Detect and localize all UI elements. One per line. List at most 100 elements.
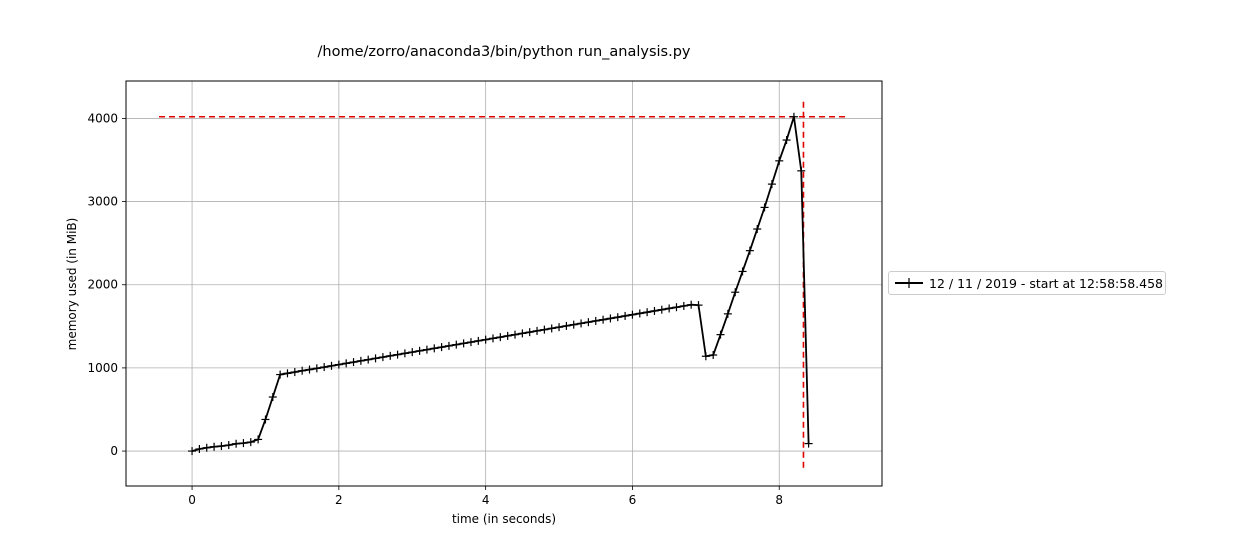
data-point-marker <box>745 246 754 255</box>
data-point-marker <box>562 321 571 330</box>
data-point-marker <box>701 352 710 361</box>
y-tick-label: 3000 <box>87 195 118 209</box>
data-point-marker <box>276 370 285 379</box>
data-point-marker <box>444 341 453 350</box>
data-point-marker <box>268 393 277 402</box>
data-point-marker <box>452 340 461 349</box>
legend-swatch <box>895 278 923 288</box>
x-tick-label: 2 <box>335 493 343 507</box>
data-point-marker <box>775 156 784 165</box>
data-point-marker <box>481 335 490 344</box>
data-point-marker <box>459 339 468 348</box>
data-point-marker <box>378 353 387 362</box>
data-point-marker <box>547 324 556 333</box>
data-point-marker <box>188 447 197 456</box>
data-point-marker <box>533 326 542 335</box>
data-point-marker <box>217 442 226 451</box>
data-point-marker <box>782 136 791 145</box>
x-tick-label: 0 <box>188 493 196 507</box>
data-point-marker <box>687 300 696 309</box>
data-point-marker <box>298 366 307 375</box>
x-axis: 0 2 4 6 8 <box>188 486 783 507</box>
data-point-marker <box>356 356 365 365</box>
data-point-marker <box>437 343 446 352</box>
data-point-marker <box>804 439 813 448</box>
x-tick-label: 6 <box>629 493 637 507</box>
data-point-marker <box>488 334 497 343</box>
reference-lines <box>159 100 849 468</box>
y-axis-label: memory used (in MiB) <box>65 218 79 351</box>
data-point-marker <box>239 439 248 448</box>
data-point-marker <box>635 309 644 318</box>
x-tick-label: 4 <box>482 493 490 507</box>
data-point-marker <box>584 318 593 327</box>
data-point-marker <box>466 338 475 347</box>
data-point-marker <box>650 306 659 315</box>
data-point-marker <box>738 267 747 276</box>
data-point-marker <box>334 360 343 369</box>
data-point-marker <box>503 331 512 340</box>
data-point-marker <box>621 311 630 320</box>
data-point-marker <box>430 344 439 353</box>
data-point-marker <box>569 320 578 329</box>
x-tick-label: 8 <box>775 493 783 507</box>
data-point-marker <box>613 313 622 322</box>
data-point-marker <box>224 441 233 450</box>
grid-lines <box>126 81 882 486</box>
data-point-marker <box>232 439 241 448</box>
data-point-marker <box>290 368 299 377</box>
data-point-marker <box>555 323 564 332</box>
plot-area-frame <box>125 80 883 487</box>
data-point-marker <box>415 346 424 355</box>
y-tick-label: 4000 <box>87 111 118 125</box>
x-axis-label: time (in seconds) <box>452 512 556 526</box>
data-point-marker <box>312 364 321 373</box>
data-point-marker <box>679 301 688 310</box>
data-point-marker <box>760 203 769 212</box>
data-point-marker <box>518 329 527 338</box>
data-point-marker <box>591 316 600 325</box>
data-point-marker <box>422 345 431 354</box>
series-line <box>191 115 810 452</box>
data-point-marker <box>599 315 608 324</box>
data-point-marker <box>767 180 776 189</box>
data-point-marker <box>643 308 652 317</box>
data-point-marker <box>577 319 586 328</box>
y-tick-label: 0 <box>110 444 118 458</box>
data-point-marker <box>246 438 255 447</box>
data-point-marker <box>694 301 703 310</box>
data-point-marker <box>511 330 520 339</box>
data-point-marker <box>709 351 718 360</box>
data-point-marker <box>342 359 351 368</box>
data-point-marker <box>327 361 336 370</box>
data-point-marker <box>210 442 219 451</box>
data-point-marker <box>408 348 417 357</box>
data-point-marker <box>371 354 380 363</box>
y-tick-label: 1000 <box>87 361 118 375</box>
data-point-marker <box>195 444 204 453</box>
data-point-marker <box>716 330 725 339</box>
legend: 12 / 11 / 2019 - start at 12:58:58.458 <box>888 271 1166 295</box>
data-point-marker <box>474 336 483 345</box>
series-group <box>188 112 813 456</box>
data-point-marker <box>283 369 292 378</box>
data-point-marker <box>349 358 358 367</box>
data-point-marker <box>723 309 732 318</box>
data-point-marker <box>261 415 270 424</box>
data-point-marker <box>540 325 549 334</box>
data-point-marker <box>753 225 762 234</box>
data-point-marker <box>305 365 314 374</box>
data-point-marker <box>202 443 211 452</box>
data-point-marker <box>606 314 615 323</box>
data-point-marker <box>789 112 798 121</box>
data-point-marker <box>393 350 402 359</box>
data-point-marker <box>254 435 263 444</box>
chart-title: /home/zorro/anaconda3/bin/python run_ana… <box>318 44 691 60</box>
legend-entry-label: 12 / 11 / 2019 - start at 12:58:58.458 <box>929 275 1163 291</box>
y-axis: 0 1000 2000 3000 4000 <box>87 111 126 458</box>
data-point-marker <box>672 303 681 312</box>
data-point-marker <box>797 166 806 175</box>
data-point-marker <box>731 288 740 297</box>
data-point-marker <box>364 355 373 364</box>
